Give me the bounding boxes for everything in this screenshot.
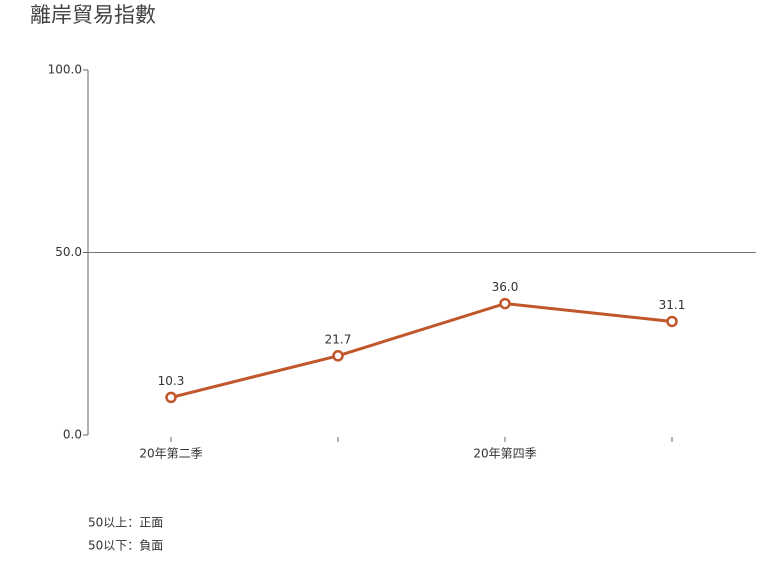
- x-tick-label: 20年第二季: [139, 447, 202, 461]
- annotation: 50以下：負面: [88, 539, 163, 553]
- point: [332, 350, 344, 362]
- data-label: 21.7: [325, 332, 352, 346]
- data-label: 10.3: [158, 374, 185, 388]
- line: [170, 302, 673, 399]
- point: [499, 297, 511, 310]
- x-tick-label: 20年第四季: [473, 447, 536, 461]
- y-tick-label: 100.0: [48, 63, 82, 77]
- y-tick-label: 0.0: [63, 428, 82, 442]
- data-label: 36.0: [492, 280, 519, 294]
- point: [165, 391, 177, 404]
- annotation: 50以上：正面: [88, 516, 163, 530]
- point: [666, 315, 678, 328]
- data-label: 31.1: [659, 298, 686, 312]
- chart-title: 離岸貿易指數: [30, 3, 156, 27]
- y-tick-label: 50.0: [55, 245, 82, 259]
